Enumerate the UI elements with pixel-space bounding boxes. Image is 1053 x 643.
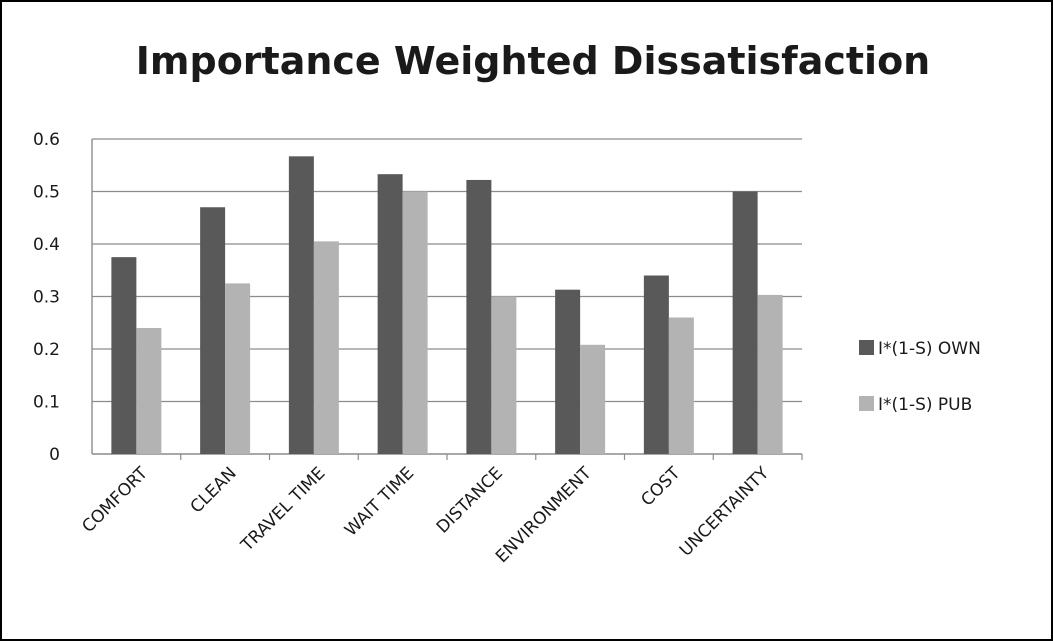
bars	[111, 156, 783, 455]
chart-title: Importance Weighted Dissatisfaction	[136, 39, 930, 83]
bar-own	[466, 179, 492, 454]
y-tick-label: 0.3	[33, 288, 60, 308]
bar-own	[200, 207, 226, 454]
x-tick-label: WAIT TIME	[341, 463, 418, 540]
legend-label: I*(1-S) OWN	[878, 339, 981, 359]
bar-pub	[313, 241, 339, 454]
gridlines	[92, 138, 802, 403]
x-tick-label: CLEAN	[187, 463, 241, 517]
y-tick-label: 0.6	[33, 130, 60, 150]
legend: I*(1-S) OWN I*(1-S) PUB	[859, 339, 981, 415]
y-tick-label: 0.4	[33, 235, 60, 255]
bar-own	[555, 289, 581, 454]
legend-label: I*(1-S) PUB	[878, 395, 972, 415]
x-tick-label: COMFORT	[78, 463, 152, 537]
bar-own	[732, 191, 758, 454]
bar-pub	[402, 191, 428, 454]
bar-pub	[491, 296, 517, 454]
bar-own	[377, 174, 403, 455]
bar-pub	[225, 283, 251, 454]
legend-swatch	[859, 396, 874, 411]
x-tick-label: DISTANCE	[433, 463, 507, 537]
bar-pub	[136, 328, 162, 454]
x-tick-label: ENVIRONMENT	[492, 463, 596, 567]
y-tick-label: 0.1	[33, 393, 60, 413]
y-tick-label: 0.5	[33, 183, 60, 203]
x-tick-label: TRAVEL TIME	[237, 463, 330, 556]
bar-own	[288, 156, 314, 454]
legend-swatch	[859, 340, 874, 355]
bar-own	[643, 275, 669, 454]
bar-own	[111, 257, 137, 454]
bar-pub	[668, 317, 694, 454]
y-tick-labels: 0 0.1 0.2 0.3 0.4 0.5 0.6	[33, 130, 60, 465]
x-tick-label: UNCERTAINTY	[676, 463, 774, 561]
x-tick-label: COST	[637, 463, 684, 510]
bar-pub	[757, 294, 783, 454]
axes	[91, 139, 803, 460]
bar-pub	[580, 344, 606, 454]
y-tick-label: 0	[49, 445, 60, 465]
y-tick-label: 0.2	[33, 340, 60, 360]
